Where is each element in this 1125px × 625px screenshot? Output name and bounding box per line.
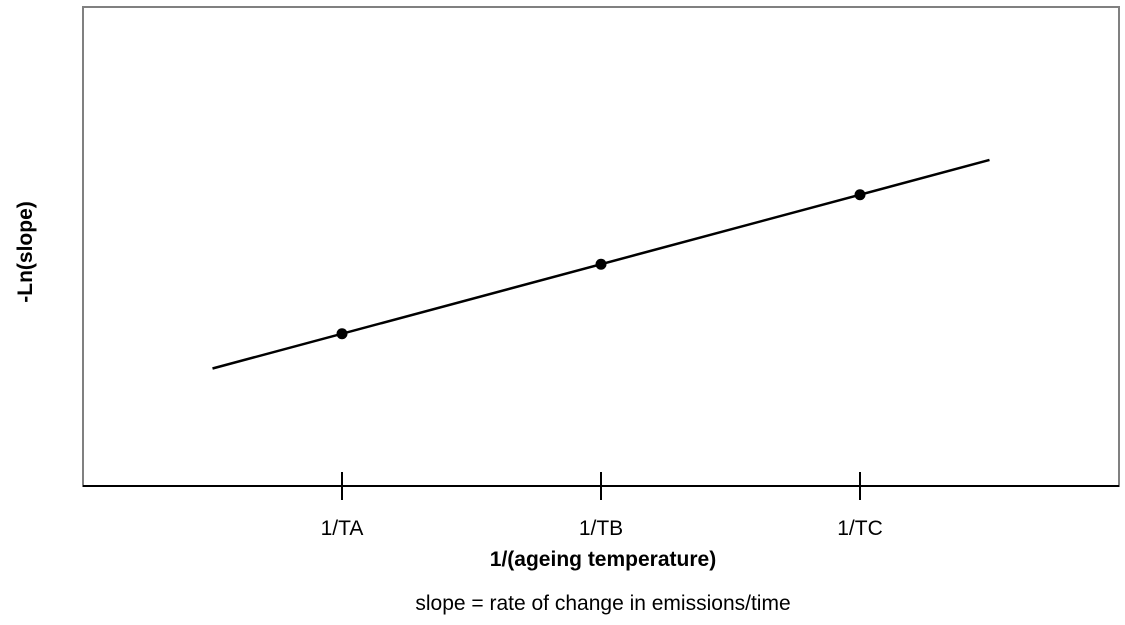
x-tick-label: 1/TA <box>321 517 364 540</box>
slope-definition-note: slope = rate of change in emissions/time <box>415 592 790 615</box>
x-axis-title: 1/(ageing temperature) <box>490 548 716 571</box>
data-points <box>336 189 866 340</box>
x-tick-label: 1/TB <box>579 517 623 540</box>
x-ticks <box>341 472 861 500</box>
data-point <box>595 258 607 270</box>
x-tick-labels: 1/TA 1/TB 1/TC <box>321 517 883 540</box>
y-axis-title: -Ln(slope) <box>14 201 37 302</box>
x-tick-label: 1/TC <box>837 517 883 540</box>
data-point <box>336 328 348 340</box>
plot-area <box>82 6 1120 487</box>
data-point <box>854 189 866 201</box>
